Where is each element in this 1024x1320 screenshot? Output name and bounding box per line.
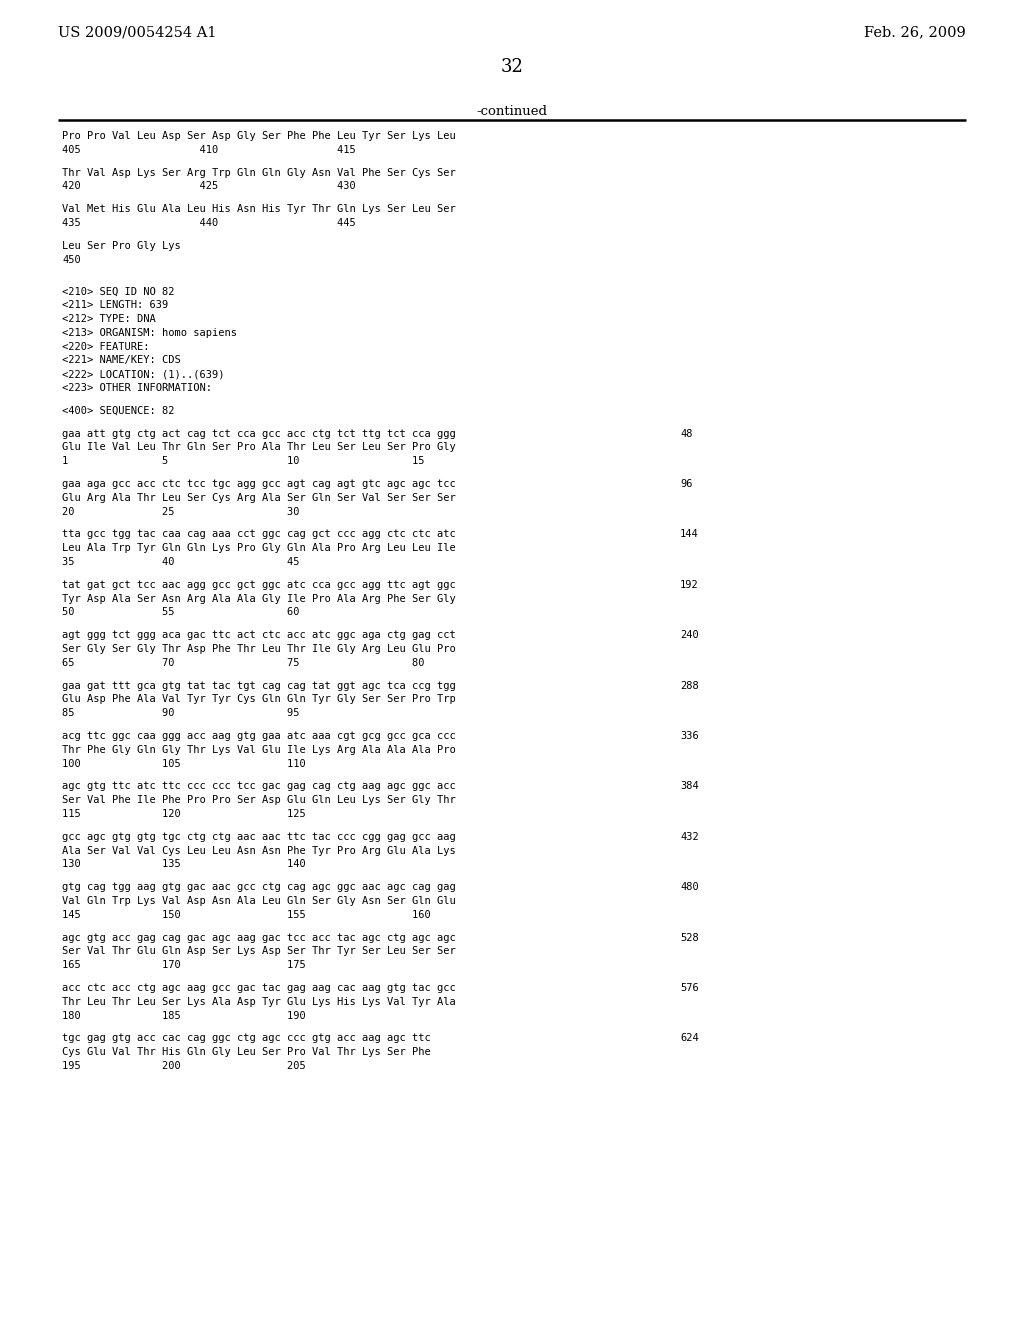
- Text: 50              55                  60: 50 55 60: [62, 607, 299, 618]
- Text: Glu Arg Ala Thr Leu Ser Cys Arg Ala Ser Gln Ser Val Ser Ser Ser: Glu Arg Ala Thr Leu Ser Cys Arg Ala Ser …: [62, 492, 456, 503]
- Text: US 2009/0054254 A1: US 2009/0054254 A1: [58, 25, 216, 40]
- Text: <210> SEQ ID NO 82: <210> SEQ ID NO 82: [62, 286, 174, 297]
- Text: Ser Gly Ser Gly Thr Asp Phe Thr Leu Thr Ile Gly Arg Leu Glu Pro: Ser Gly Ser Gly Thr Asp Phe Thr Leu Thr …: [62, 644, 456, 653]
- Text: tat gat gct tcc aac agg gcc gct ggc atc cca gcc agg ttc agt ggc: tat gat gct tcc aac agg gcc gct ggc atc …: [62, 579, 456, 590]
- Text: 130             135                 140: 130 135 140: [62, 859, 306, 870]
- Text: tgc gag gtg acc cac cag ggc ctg agc ccc gtg acc aag agc ttc: tgc gag gtg acc cac cag ggc ctg agc ccc …: [62, 1034, 431, 1043]
- Text: Ala Ser Val Val Cys Leu Leu Asn Asn Phe Tyr Pro Arg Glu Ala Lys: Ala Ser Val Val Cys Leu Leu Asn Asn Phe …: [62, 846, 456, 855]
- Text: 528: 528: [680, 933, 698, 942]
- Text: Leu Ser Pro Gly Lys: Leu Ser Pro Gly Lys: [62, 240, 181, 251]
- Text: 35              40                  45: 35 40 45: [62, 557, 299, 568]
- Text: <222> LOCATION: (1)..(639): <222> LOCATION: (1)..(639): [62, 370, 224, 379]
- Text: 384: 384: [680, 781, 698, 792]
- Text: 420                   425                   430: 420 425 430: [62, 181, 355, 191]
- Text: 192: 192: [680, 579, 698, 590]
- Text: agc gtg ttc atc ttc ccc ccc tcc gac gag cag ctg aag agc ggc acc: agc gtg ttc atc ttc ccc ccc tcc gac gag …: [62, 781, 456, 792]
- Text: Glu Asp Phe Ala Val Tyr Tyr Cys Gln Gln Tyr Gly Ser Ser Pro Trp: Glu Asp Phe Ala Val Tyr Tyr Cys Gln Gln …: [62, 694, 456, 705]
- Text: 145             150                 155                 160: 145 150 155 160: [62, 909, 431, 920]
- Text: <211> LENGTH: 639: <211> LENGTH: 639: [62, 300, 168, 310]
- Text: 85              90                  95: 85 90 95: [62, 709, 299, 718]
- Text: gtg cag tgg aag gtg gac aac gcc ctg cag agc ggc aac agc cag gag: gtg cag tgg aag gtg gac aac gcc ctg cag …: [62, 882, 456, 892]
- Text: agt ggg tct ggg aca gac ttc act ctc acc atc ggc aga ctg gag cct: agt ggg tct ggg aca gac ttc act ctc acc …: [62, 630, 456, 640]
- Text: <221> NAME/KEY: CDS: <221> NAME/KEY: CDS: [62, 355, 181, 366]
- Text: Thr Val Asp Lys Ser Arg Trp Gln Gln Gly Asn Val Phe Ser Cys Ser: Thr Val Asp Lys Ser Arg Trp Gln Gln Gly …: [62, 168, 456, 178]
- Text: Thr Leu Thr Leu Ser Lys Ala Asp Tyr Glu Lys His Lys Val Tyr Ala: Thr Leu Thr Leu Ser Lys Ala Asp Tyr Glu …: [62, 997, 456, 1007]
- Text: 100             105                 110: 100 105 110: [62, 759, 306, 768]
- Text: <213> ORGANISM: homo sapiens: <213> ORGANISM: homo sapiens: [62, 327, 237, 338]
- Text: 624: 624: [680, 1034, 698, 1043]
- Text: 165             170                 175: 165 170 175: [62, 960, 306, 970]
- Text: 115             120                 125: 115 120 125: [62, 809, 306, 818]
- Text: Cys Glu Val Thr His Gln Gly Leu Ser Pro Val Thr Lys Ser Phe: Cys Glu Val Thr His Gln Gly Leu Ser Pro …: [62, 1047, 431, 1057]
- Text: Glu Ile Val Leu Thr Gln Ser Pro Ala Thr Leu Ser Leu Ser Pro Gly: Glu Ile Val Leu Thr Gln Ser Pro Ala Thr …: [62, 442, 456, 453]
- Text: Thr Phe Gly Gln Gly Thr Lys Val Glu Ile Lys Arg Ala Ala Ala Pro: Thr Phe Gly Gln Gly Thr Lys Val Glu Ile …: [62, 744, 456, 755]
- Text: Ser Val Thr Glu Gln Asp Ser Lys Asp Ser Thr Tyr Ser Leu Ser Ser: Ser Val Thr Glu Gln Asp Ser Lys Asp Ser …: [62, 946, 456, 957]
- Text: 576: 576: [680, 983, 698, 993]
- Text: 450: 450: [62, 255, 81, 264]
- Text: 336: 336: [680, 731, 698, 741]
- Text: 65              70                  75                  80: 65 70 75 80: [62, 657, 425, 668]
- Text: Val Met His Glu Ala Leu His Asn His Tyr Thr Gln Lys Ser Leu Ser: Val Met His Glu Ala Leu His Asn His Tyr …: [62, 205, 456, 214]
- Text: 144: 144: [680, 529, 698, 540]
- Text: 240: 240: [680, 630, 698, 640]
- Text: Ser Val Phe Ile Phe Pro Pro Ser Asp Glu Gln Leu Lys Ser Gly Thr: Ser Val Phe Ile Phe Pro Pro Ser Asp Glu …: [62, 795, 456, 805]
- Text: 405                   410                   415: 405 410 415: [62, 145, 355, 154]
- Text: 432: 432: [680, 832, 698, 842]
- Text: 435                   440                   445: 435 440 445: [62, 218, 355, 228]
- Text: Tyr Asp Ala Ser Asn Arg Ala Ala Gly Ile Pro Ala Arg Phe Ser Gly: Tyr Asp Ala Ser Asn Arg Ala Ala Gly Ile …: [62, 594, 456, 603]
- Text: gaa gat ttt gca gtg tat tac tgt cag cag tat ggt agc tca ccg tgg: gaa gat ttt gca gtg tat tac tgt cag cag …: [62, 681, 456, 690]
- Text: Leu Ala Trp Tyr Gln Gln Lys Pro Gly Gln Ala Pro Arg Leu Leu Ile: Leu Ala Trp Tyr Gln Gln Lys Pro Gly Gln …: [62, 544, 456, 553]
- Text: gaa aga gcc acc ctc tcc tgc agg gcc agt cag agt gtc agc agc tcc: gaa aga gcc acc ctc tcc tgc agg gcc agt …: [62, 479, 456, 488]
- Text: Feb. 26, 2009: Feb. 26, 2009: [864, 25, 966, 40]
- Text: 32: 32: [501, 58, 523, 77]
- Text: Pro Pro Val Leu Asp Ser Asp Gly Ser Phe Phe Leu Tyr Ser Lys Leu: Pro Pro Val Leu Asp Ser Asp Gly Ser Phe …: [62, 131, 456, 141]
- Text: 195             200                 205: 195 200 205: [62, 1061, 306, 1071]
- Text: <223> OTHER INFORMATION:: <223> OTHER INFORMATION:: [62, 383, 212, 393]
- Text: agc gtg acc gag cag gac agc aag gac tcc acc tac agc ctg agc agc: agc gtg acc gag cag gac agc aag gac tcc …: [62, 933, 456, 942]
- Text: gaa att gtg ctg act cag tct cca gcc acc ctg tct ttg tct cca ggg: gaa att gtg ctg act cag tct cca gcc acc …: [62, 429, 456, 438]
- Text: 480: 480: [680, 882, 698, 892]
- Text: acg ttc ggc caa ggg acc aag gtg gaa atc aaa cgt gcg gcc gca ccc: acg ttc ggc caa ggg acc aag gtg gaa atc …: [62, 731, 456, 741]
- Text: 288: 288: [680, 681, 698, 690]
- Text: <212> TYPE: DNA: <212> TYPE: DNA: [62, 314, 156, 323]
- Text: Val Gln Trp Lys Val Asp Asn Ala Leu Gln Ser Gly Asn Ser Gln Glu: Val Gln Trp Lys Val Asp Asn Ala Leu Gln …: [62, 896, 456, 906]
- Text: 48: 48: [680, 429, 692, 438]
- Text: acc ctc acc ctg agc aag gcc gac tac gag aag cac aag gtg tac gcc: acc ctc acc ctg agc aag gcc gac tac gag …: [62, 983, 456, 993]
- Text: 1               5                   10                  15: 1 5 10 15: [62, 457, 425, 466]
- Text: <400> SEQUENCE: 82: <400> SEQUENCE: 82: [62, 405, 174, 416]
- Text: 96: 96: [680, 479, 692, 488]
- Text: <220> FEATURE:: <220> FEATURE:: [62, 342, 150, 351]
- Text: 20              25                  30: 20 25 30: [62, 507, 299, 516]
- Text: -continued: -continued: [476, 106, 548, 117]
- Text: 180             185                 190: 180 185 190: [62, 1011, 306, 1020]
- Text: gcc agc gtg gtg tgc ctg ctg aac aac ttc tac ccc cgg gag gcc aag: gcc agc gtg gtg tgc ctg ctg aac aac ttc …: [62, 832, 456, 842]
- Text: tta gcc tgg tac caa cag aaa cct ggc cag gct ccc agg ctc ctc atc: tta gcc tgg tac caa cag aaa cct ggc cag …: [62, 529, 456, 540]
